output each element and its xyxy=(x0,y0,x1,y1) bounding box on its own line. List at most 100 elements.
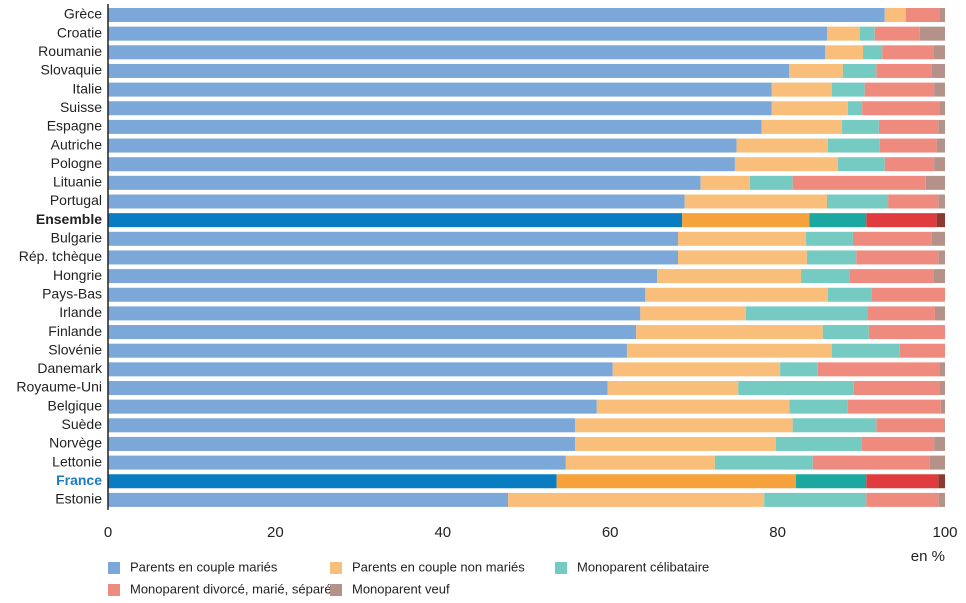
bar-segment xyxy=(871,287,945,302)
bar-segment xyxy=(939,8,945,22)
legend-swatch xyxy=(330,584,342,596)
category-label: Bulgarie xyxy=(51,230,103,246)
category-label: Belgique xyxy=(48,397,103,413)
bar-segment xyxy=(905,8,940,22)
x-tick-label: 80 xyxy=(769,524,786,541)
legend-swatch xyxy=(330,562,342,574)
bar-segment xyxy=(626,343,833,358)
legend-label: Monoparent veuf xyxy=(352,581,450,596)
category-label: Croatie xyxy=(57,24,102,40)
bar-segment xyxy=(940,399,945,414)
bar-segment xyxy=(108,306,641,321)
category-label: Portugal xyxy=(50,192,102,208)
category-label: Slovaquie xyxy=(41,62,103,78)
category-label: Autriche xyxy=(51,136,103,152)
bar-segment xyxy=(745,306,868,321)
bar-segment xyxy=(801,269,850,284)
bar-segment xyxy=(925,175,945,190)
bar-segment xyxy=(108,63,790,78)
bar-segment xyxy=(789,63,843,78)
bar-segment xyxy=(806,231,853,246)
bar-segment xyxy=(108,362,613,377)
bar-segment xyxy=(771,101,848,116)
bar-segment xyxy=(108,343,627,358)
bar-segment xyxy=(108,418,576,433)
bar-segment xyxy=(847,399,941,414)
bar-segment xyxy=(108,194,685,209)
category-label: Slovénie xyxy=(48,341,102,357)
bar-segment xyxy=(826,26,860,41)
category-label: Royaume-Uni xyxy=(16,379,102,395)
bar-segment xyxy=(939,362,945,377)
bar-segment xyxy=(734,157,838,172)
bar-segment xyxy=(108,455,566,470)
bar-segment xyxy=(874,26,920,41)
bar-segment xyxy=(792,418,877,433)
bar-segment xyxy=(761,119,843,134)
bar-segment xyxy=(849,269,934,284)
bar-segment xyxy=(933,269,945,284)
bar-segment xyxy=(884,157,935,172)
bar-segment xyxy=(826,194,889,209)
bar-segment xyxy=(596,399,790,414)
bar-segment xyxy=(919,26,945,41)
bar-segment xyxy=(108,157,735,172)
legend-swatch xyxy=(108,584,120,596)
bar-segment xyxy=(714,455,813,470)
bar-segment xyxy=(866,474,939,489)
legend-label: Parents en couple mariés xyxy=(130,559,278,574)
bar-segment xyxy=(640,306,746,321)
bar-segment xyxy=(884,8,906,22)
bar-segment xyxy=(934,157,945,172)
legend-swatch xyxy=(108,562,120,574)
bar-segment xyxy=(775,436,862,451)
bar-segment xyxy=(929,455,945,470)
bar-segment xyxy=(936,138,945,153)
bar-segment xyxy=(108,269,658,284)
bar-segment xyxy=(853,381,940,395)
bar-segment xyxy=(700,175,750,190)
bar-segment xyxy=(575,418,793,433)
bar-segment xyxy=(876,418,945,433)
bar-segment xyxy=(938,194,945,209)
bar-segment xyxy=(852,231,932,246)
bar-segment xyxy=(938,119,945,134)
bar-segment xyxy=(861,436,935,451)
bar-segment xyxy=(771,82,833,97)
bar-segment xyxy=(809,213,867,228)
bar-segment xyxy=(508,492,765,507)
bar-segment xyxy=(862,101,940,116)
bar-segment xyxy=(866,492,939,507)
legend-label: Monoparent divorcé, marié, séparé xyxy=(130,581,332,596)
bar-segment xyxy=(936,213,945,228)
bar-segment xyxy=(899,343,945,358)
x-tick-label: 100 xyxy=(932,524,957,541)
bar-segment xyxy=(939,101,945,116)
category-label: Espagne xyxy=(47,118,102,134)
bar-segment xyxy=(612,362,781,377)
bar-segment xyxy=(108,26,827,41)
bar-segment xyxy=(108,250,678,265)
bar-segment xyxy=(645,287,828,302)
bar-segment xyxy=(827,138,880,153)
bar-segment xyxy=(108,175,701,190)
bar-segment xyxy=(575,436,776,451)
bar-segment xyxy=(108,8,885,22)
bar-segment xyxy=(888,194,939,209)
legend-label: Monoparent célibataire xyxy=(577,559,709,574)
category-label: Pays-Bas xyxy=(42,285,102,301)
x-tick-label: 20 xyxy=(267,524,284,541)
bar-segment xyxy=(822,325,869,340)
bar-segment xyxy=(938,492,945,507)
bar-segment xyxy=(657,269,802,284)
bar-segment xyxy=(677,231,807,246)
bar-segment xyxy=(944,418,945,433)
bar-segment xyxy=(636,325,823,340)
category-label: Grèce xyxy=(64,6,102,22)
bar-segment xyxy=(108,213,683,228)
bar-segment xyxy=(832,343,900,358)
bar-segment xyxy=(868,325,945,340)
category-label: Estonie xyxy=(55,491,102,507)
bar-segment xyxy=(108,119,762,134)
